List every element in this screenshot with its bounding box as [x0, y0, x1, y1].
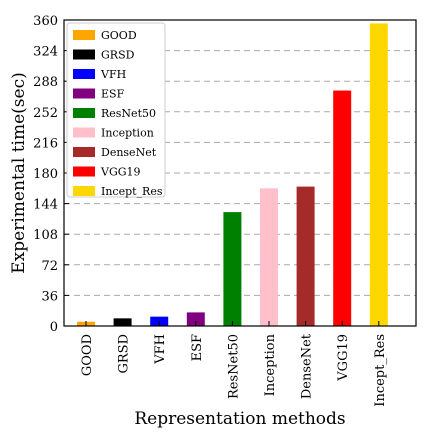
- legend-swatch: [73, 30, 95, 40]
- y-tick-label: 360: [33, 14, 58, 29]
- bar: [260, 188, 278, 326]
- x-tick-label: ResNet50: [226, 334, 241, 399]
- legend-label: Incept_Res: [101, 185, 163, 198]
- legend-swatch: [73, 127, 95, 138]
- legend-swatch: [73, 88, 95, 99]
- y-tick-label: 72: [41, 259, 58, 274]
- legend-swatch: [73, 49, 95, 60]
- x-tick-label: GRSD: [117, 334, 132, 374]
- legend-swatch: [73, 147, 95, 157]
- legend-swatch: [73, 166, 95, 177]
- legend-swatch: [73, 69, 95, 79]
- legend-swatch: [73, 108, 95, 118]
- legend-swatch: [73, 186, 95, 196]
- legend: GOOD GRSD VFH ESF ResNet50 Inception DenseNet V…: [66, 22, 166, 198]
- y-tick-label: 324: [33, 45, 58, 60]
- legend-label: GRSD: [101, 49, 135, 62]
- x-tick-label: DenseNet: [300, 333, 315, 399]
- x-tick-label: Inception: [263, 333, 278, 396]
- plot-frame: [63, 19, 417, 327]
- x-tick-label: VGG19: [336, 334, 351, 382]
- y-tick-label: 288: [33, 75, 58, 90]
- x-tick-label: VFH: [153, 334, 168, 365]
- legend-label: GOOD: [101, 29, 137, 42]
- x-axis-label: Representation methods: [134, 409, 345, 429]
- bar: [223, 212, 242, 326]
- y-tick-label: 0: [50, 320, 58, 335]
- bar: [186, 312, 205, 326]
- legend-label: VFH: [100, 68, 126, 81]
- x-tick-label: Incept_Res: [373, 334, 388, 407]
- bar: [369, 23, 388, 327]
- y-axis-label: Experimental time(sec): [9, 72, 29, 273]
- y-tick-label: 180: [33, 167, 58, 182]
- y-tick-label: 108: [33, 228, 58, 243]
- y-tick-label: 216: [33, 136, 58, 151]
- legend-label: ResNet50: [101, 107, 156, 120]
- y-tick-label: 36: [41, 289, 58, 304]
- bar: [333, 90, 352, 326]
- legend-label: DenseNet: [101, 146, 157, 159]
- x-tick-label: GOOD: [80, 334, 95, 376]
- legend-label: VGG19: [100, 166, 141, 179]
- x-tick-label: ESF: [190, 334, 205, 361]
- y-tick-label: 144: [33, 198, 58, 213]
- y-tick-label: 252: [33, 106, 58, 121]
- legend-label: Inception: [101, 127, 154, 140]
- legend-label: ESF: [101, 88, 125, 101]
- bar: [296, 186, 315, 326]
